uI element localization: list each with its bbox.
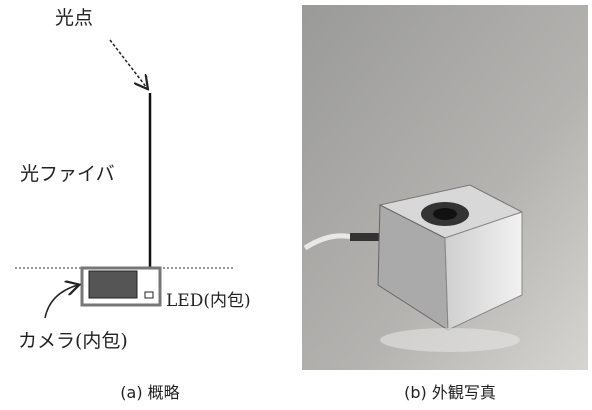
arrow: [45, 285, 78, 318]
lens-center: [433, 208, 457, 220]
cable-plug: [350, 233, 380, 241]
reflection: [380, 328, 520, 352]
fiber-label: 光ファイバ: [20, 163, 115, 185]
led: [145, 292, 153, 298]
caption: (b) 外観写真: [404, 383, 496, 402]
led-label: LED(内包): [166, 291, 251, 311]
camera-label: カメラ(内包): [18, 330, 128, 352]
figure: 光点 光ファイバ LED(内包) カメラ(内包) (a) 概略 (b) 外観写真: [0, 0, 592, 410]
photo: [302, 5, 588, 370]
caption: (a) 概略: [120, 383, 179, 402]
schematic: 光点 光ファイバ LED(内包) カメラ(内包): [15, 7, 251, 352]
camera: [89, 271, 137, 298]
arrow: [110, 40, 147, 88]
light-spot-label: 光点: [55, 7, 93, 29]
